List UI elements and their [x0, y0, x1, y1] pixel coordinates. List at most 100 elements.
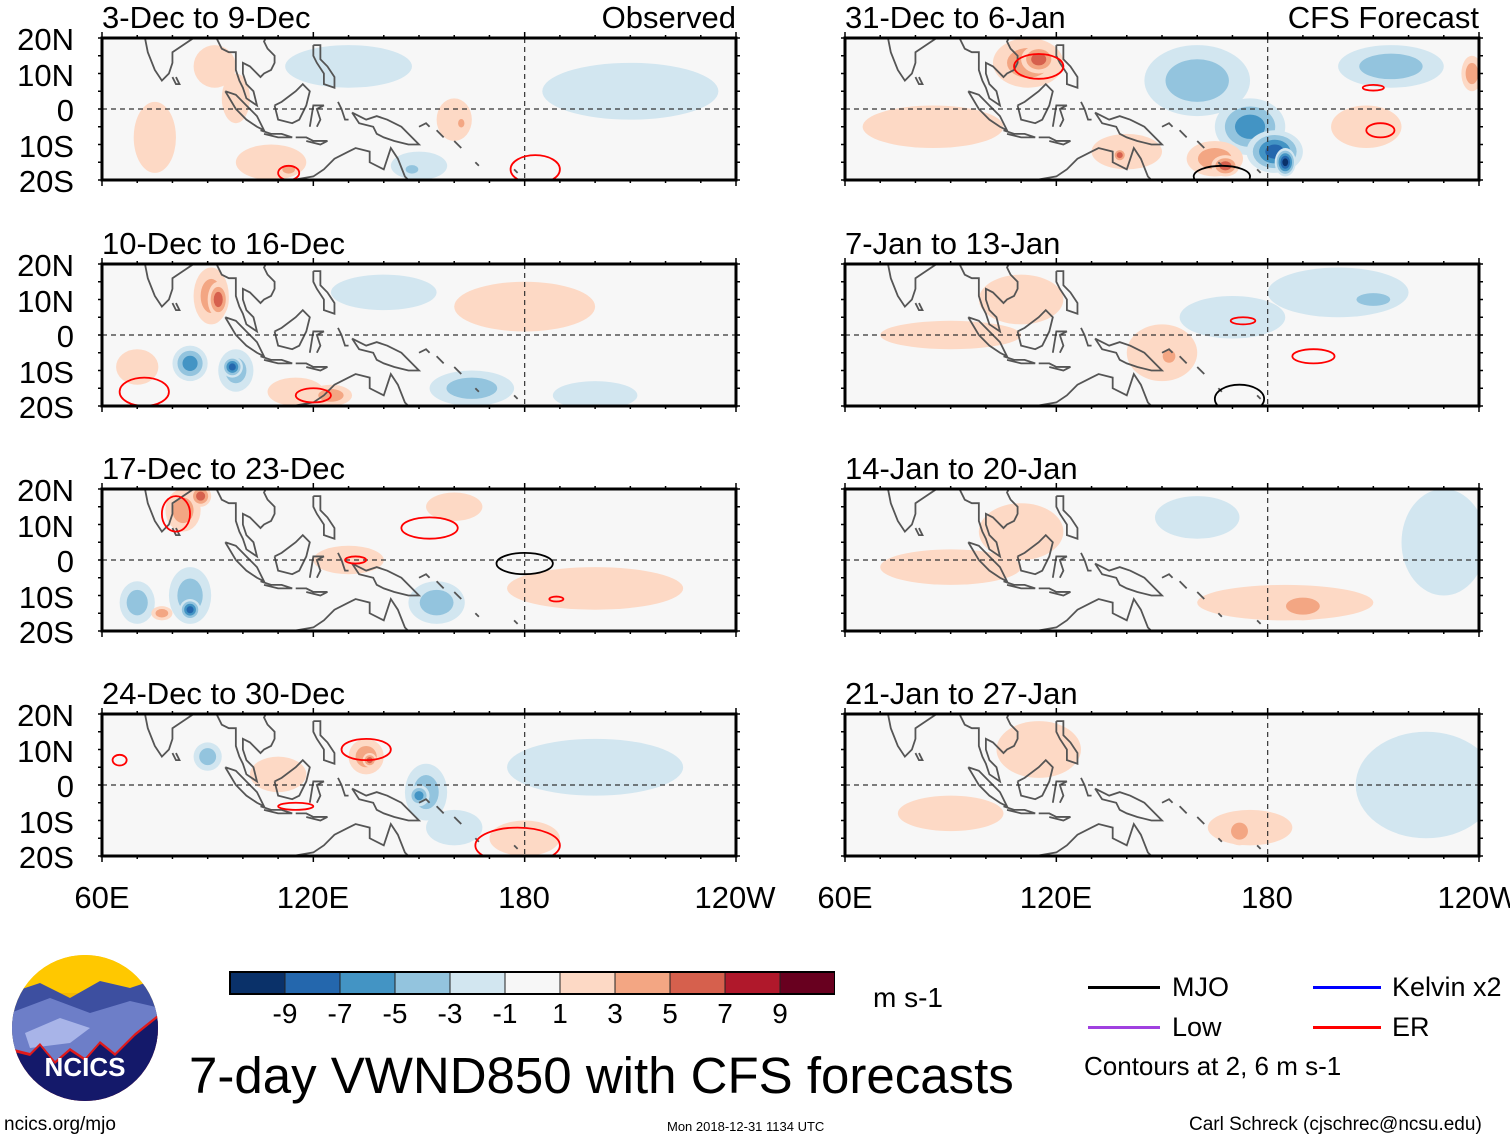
wind-anomaly-region	[880, 549, 1022, 585]
lon-tick-left-180: 180	[498, 880, 550, 915]
coastline	[958, 38, 1019, 108]
colorbar-swatch	[449, 971, 506, 995]
contour-er	[548, 595, 565, 603]
coastline	[435, 129, 445, 139]
wind-anomaly-region	[1116, 152, 1123, 159]
wind-anomaly-region	[996, 721, 1081, 778]
lat-tick-label: 20N	[17, 473, 74, 508]
coastline	[474, 612, 480, 618]
coastline	[1080, 552, 1092, 572]
wind-anomaly-region	[196, 491, 206, 501]
coastline	[273, 758, 311, 801]
lat-tick-label: 20N	[17, 248, 74, 283]
wind-anomaly-region	[199, 748, 217, 766]
coastline	[260, 580, 293, 590]
legend-line-kelvin	[1313, 986, 1381, 989]
coastline	[224, 90, 267, 133]
coastline	[273, 308, 311, 351]
coastline	[453, 140, 462, 149]
contour-er	[340, 737, 392, 762]
legend-line-mjo	[1088, 986, 1160, 989]
coastline	[1055, 720, 1079, 765]
wind-anomaly-region	[1165, 59, 1229, 102]
map-panel	[98, 32, 740, 186]
coastline	[295, 812, 328, 822]
colorbar-label: 9	[772, 998, 788, 1029]
coastline	[144, 714, 195, 759]
coastline	[224, 541, 267, 584]
coastline	[435, 805, 445, 815]
coastline	[1161, 573, 1174, 579]
coastline	[1196, 366, 1205, 375]
lat-tick-label: 10S	[18, 354, 74, 390]
wind-anomaly-region	[454, 281, 596, 332]
lat-tick-label: 10N	[17, 733, 74, 769]
lat-tick-label: 10S	[18, 128, 74, 164]
coastline	[1016, 758, 1054, 801]
coastline	[418, 122, 431, 128]
coastline	[215, 489, 276, 559]
contour-er	[1365, 122, 1396, 139]
lat-tick-label: 20S	[18, 615, 74, 650]
footer-url[interactable]: ncics.org/mjo	[4, 1114, 116, 1135]
coastline	[291, 822, 410, 856]
wind-anomaly-region	[1031, 53, 1047, 66]
wind-anomaly-region	[235, 144, 307, 180]
coastline	[337, 552, 349, 572]
coastline	[453, 816, 462, 825]
wind-anomaly-region	[1282, 158, 1289, 167]
contour-er	[1361, 83, 1385, 92]
wind-anomaly-region	[458, 118, 465, 128]
wind-anomaly-region	[1356, 293, 1391, 306]
coastline	[291, 146, 410, 180]
coastline	[1034, 146, 1153, 180]
coastline	[967, 541, 1010, 584]
contour-er	[509, 154, 561, 180]
lon-tick-right-60e: 60E	[817, 880, 873, 915]
panel-title: 7-Jan to 13-Jan	[845, 226, 1061, 261]
coastline	[513, 844, 519, 850]
lat-tick-label: 10S	[18, 804, 74, 840]
wind-anomaly-region	[507, 567, 684, 610]
lon-tick-left-120w: 120W	[694, 880, 776, 915]
panel-tag: Observed	[601, 0, 736, 35]
wind-anomaly-region	[1231, 822, 1248, 840]
coastline	[914, 752, 924, 762]
coastline	[1256, 168, 1262, 174]
wind-anomaly-region	[330, 274, 437, 311]
map-panel	[98, 258, 740, 412]
contour-er	[277, 801, 315, 811]
coastline	[1055, 270, 1079, 315]
coastline	[418, 573, 431, 579]
coastline	[224, 766, 267, 809]
coastline	[215, 714, 276, 784]
coastline	[1038, 812, 1071, 822]
lat-tick-label: 0	[56, 544, 74, 579]
coastline	[1178, 355, 1188, 365]
lat-tick-label: 0	[56, 319, 74, 354]
contour-er	[111, 753, 128, 767]
coastline	[171, 302, 181, 312]
coastline	[453, 366, 462, 375]
coastline	[224, 316, 267, 359]
wind-anomaly-region	[862, 105, 1004, 149]
colorbar-swatch	[779, 971, 835, 995]
coastline	[260, 805, 293, 815]
lat-tick-label: 10S	[18, 579, 74, 615]
coastline	[958, 489, 1019, 559]
coastline	[1196, 140, 1205, 149]
panel-title: 14-Jan to 20-Jan	[845, 451, 1078, 486]
coastline	[1003, 805, 1036, 815]
lat-tick-label: 10N	[17, 283, 74, 319]
contour-mjo	[495, 552, 554, 576]
wind-anomaly-region	[978, 274, 1064, 325]
coastline	[1178, 580, 1188, 590]
wind-anomaly-region	[285, 45, 412, 88]
coastline	[215, 264, 276, 334]
wind-anomaly-region	[126, 589, 148, 616]
wind-anomaly-region	[133, 101, 176, 173]
wind-anomaly-region	[249, 756, 307, 793]
coastline	[1038, 136, 1071, 146]
coastline	[1094, 787, 1165, 822]
wind-anomaly-region	[193, 45, 236, 88]
